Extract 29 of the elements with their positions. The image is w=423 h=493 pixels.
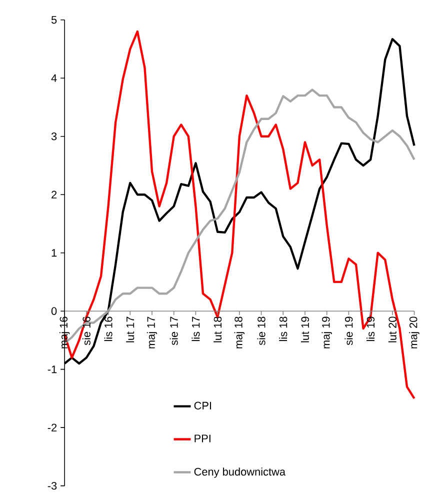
x-tick-label: maj 20 bbox=[409, 316, 420, 348]
x-tick-label: lut 19 bbox=[300, 316, 309, 342]
x-tick-label: maj 19 bbox=[322, 316, 332, 348]
y-tick-label: 1 bbox=[52, 249, 56, 257]
x-tick-label: lut 20 bbox=[388, 316, 396, 342]
x-tick-label: lut 17 bbox=[126, 316, 134, 342]
x-tick-label: lis 16 bbox=[104, 316, 112, 342]
x-tick-label: sie 16 bbox=[82, 316, 90, 346]
y-tick-label: -1 bbox=[48, 366, 56, 374]
y-tick-label: 4 bbox=[51, 74, 57, 82]
legend-label: Ceny budownictwa bbox=[194, 468, 286, 478]
y-tick-label: 3 bbox=[51, 132, 56, 140]
x-tick-label: maj 18 bbox=[234, 316, 244, 348]
x-tick-label: sie 17 bbox=[170, 316, 178, 346]
legend-label: CPI bbox=[194, 402, 211, 410]
y-tick-label: -3 bbox=[48, 482, 56, 490]
x-tick-label: maj 17 bbox=[146, 316, 157, 348]
x-tick-label: lis 19 bbox=[366, 316, 374, 342]
x-tick-label: maj 16 bbox=[59, 316, 70, 348]
x-tick-label: lis 18 bbox=[279, 316, 288, 342]
legend-label: PPI bbox=[194, 434, 210, 442]
x-tick-label: sie 18 bbox=[257, 316, 266, 346]
y-tick-label: 0 bbox=[51, 307, 57, 315]
y-tick-label: 2 bbox=[51, 190, 56, 198]
y-tick-label: 5 bbox=[51, 16, 57, 24]
y-tick-label: -2 bbox=[48, 424, 56, 432]
x-tick-label: lut 18 bbox=[213, 316, 222, 342]
x-tick-label: sie 19 bbox=[344, 316, 353, 346]
x-tick-label: lis 17 bbox=[192, 316, 200, 342]
